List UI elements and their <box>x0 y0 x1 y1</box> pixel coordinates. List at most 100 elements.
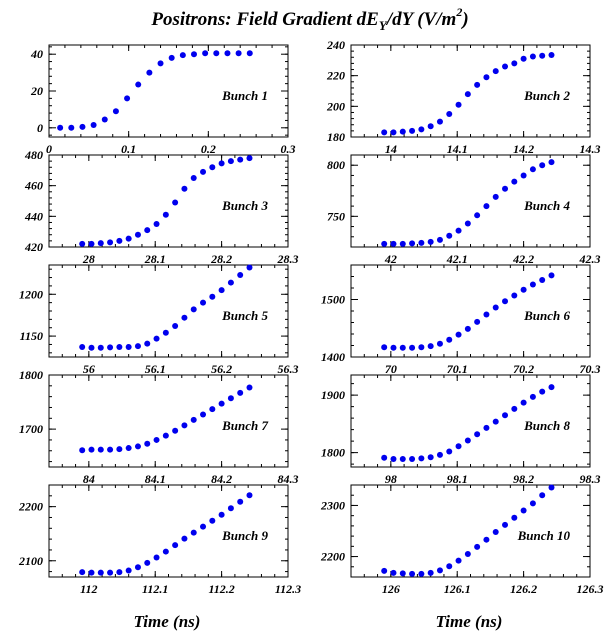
panel-10-point <box>399 570 406 577</box>
panel-1: 0 0.1 0.2 0.3 0 20 40 Bunch 1 <box>30 44 296 156</box>
panel-7-point <box>227 395 234 402</box>
panel-1-point <box>68 124 75 131</box>
panel-7-point <box>190 416 197 423</box>
panel-3-point <box>107 239 114 246</box>
panel-7-label: Bunch 7 <box>221 418 268 433</box>
panel-2-point <box>539 52 546 59</box>
panel-10-point <box>381 567 388 574</box>
panel-4-xtick-label: 42 <box>384 252 397 266</box>
panel-3-point <box>227 158 234 165</box>
panel-8-point <box>520 399 527 406</box>
panel-8-point <box>483 424 490 431</box>
panel-1-point <box>202 50 209 57</box>
panel-2-point <box>548 51 555 58</box>
panel-6-point <box>539 276 546 283</box>
panel-4-ytick-label: 750 <box>327 209 345 223</box>
panel-7-xtick-label: 84.3 <box>278 472 299 486</box>
panel-8-label: Bunch 8 <box>523 418 570 433</box>
panel-7-xtick-label: 84 <box>83 472 95 486</box>
panel-5-point <box>237 272 244 279</box>
panel-6-point <box>418 344 425 351</box>
panel-8-ytick-label: 1800 <box>321 446 345 460</box>
panel-8-ytick-label: 1900 <box>321 388 345 402</box>
panel-6: 70 70.1 70.2 70.3 1400 1500 Bunch 6 <box>321 264 601 376</box>
panel-4-point <box>436 236 443 243</box>
panel-8: 98 98.1 98.2 98.3 1800 1900 Bunch 8 <box>321 374 601 486</box>
panel-9-xtick-label: 112.2 <box>208 582 234 596</box>
panel-9-point <box>79 569 86 576</box>
panel-9-point <box>125 567 132 574</box>
panel-6-point <box>529 281 536 288</box>
panel-6-xtick-label: 70.2 <box>513 362 534 376</box>
panel-4-point <box>502 185 509 192</box>
panel-3-point <box>97 240 104 247</box>
panel-1-point <box>224 50 231 57</box>
panel-6-point <box>464 325 471 332</box>
panel-1-ytick-label: 20 <box>30 84 43 98</box>
panel-2-point <box>436 118 443 125</box>
panel-10-point <box>409 570 416 577</box>
panel-2-point <box>409 127 416 134</box>
panel-7-point <box>172 427 179 434</box>
panel-9-point <box>97 569 104 576</box>
panel-9-point <box>153 554 160 561</box>
panel-10-point <box>511 514 518 521</box>
panel-8-point <box>529 393 536 400</box>
panel-2-point <box>529 53 536 60</box>
panel-6-point <box>520 286 527 293</box>
panel-10-point <box>529 500 536 507</box>
panel-6-xtick-label: 70.3 <box>580 362 601 376</box>
panel-5-point <box>88 344 95 351</box>
panel-9-point <box>172 542 179 549</box>
panel-5-point <box>246 264 253 271</box>
panel-9-xtick-label: 112 <box>80 582 97 596</box>
panel-1-point <box>235 50 242 57</box>
panel-7-point <box>88 446 95 453</box>
panel-10-xtick-label: 126.2 <box>510 582 537 596</box>
panel-8-point <box>492 418 499 425</box>
panel-3-point <box>209 164 216 171</box>
panel-8-xtick-label: 98.2 <box>513 472 534 486</box>
panel-8-xtick-label: 98 <box>385 472 397 486</box>
panel-9-point <box>162 548 169 555</box>
panel-8-point <box>455 443 462 450</box>
panel-6-point <box>502 298 509 305</box>
panel-10-point <box>390 569 397 576</box>
panel-3-point <box>237 156 244 163</box>
panel-5-point <box>227 279 234 286</box>
panel-1-point <box>79 123 86 130</box>
panel-2-ytick-label: 240 <box>326 38 345 52</box>
panel-8-point <box>548 384 555 391</box>
panel-7-ytick-label: 1700 <box>19 422 43 436</box>
panel-8-point <box>511 405 518 412</box>
panel-10-point <box>502 521 509 528</box>
panel-7-point <box>144 440 151 447</box>
panel-2-xtick-label: 14.3 <box>580 142 601 156</box>
panel-1-point <box>213 50 220 57</box>
panel-4-point <box>427 238 434 245</box>
panel-3-point <box>246 155 253 162</box>
panel-7-xtick-label: 84.1 <box>145 472 166 486</box>
panel-2-label: Bunch 2 <box>523 88 570 103</box>
panel-3: 28 28.1 28.2 28.3 420 440 460 480 Bunch 3 <box>24 148 299 266</box>
panel-6-point <box>474 318 481 325</box>
panel-6-point <box>446 336 453 343</box>
panel-3-point <box>181 185 188 192</box>
panel-5-point <box>144 340 151 347</box>
panel-4-point <box>409 240 416 247</box>
panel-2-point <box>502 63 509 70</box>
panel-10-xtick-label: 126.3 <box>577 582 604 596</box>
panel-10-point <box>474 543 481 550</box>
panel-3-point <box>218 160 225 167</box>
panel-10-ytick-label: 2300 <box>320 498 345 512</box>
panel-5-point <box>209 293 216 300</box>
panel-3-xtick-label: 28.3 <box>277 252 299 266</box>
panel-6-ytick-label: 1400 <box>321 350 345 364</box>
panel-10-ytick-label: 2200 <box>320 550 345 564</box>
panel-6-point <box>483 311 490 318</box>
panel-8-xtick-label: 98.1 <box>447 472 468 486</box>
panel-5-point <box>79 343 86 350</box>
panel-4-xtick-label: 42.1 <box>446 252 468 266</box>
panel-3-point <box>125 235 132 242</box>
panels: 0 0.1 0.2 0.3 0 20 40 Bunch 1 14 14.1 14.2 14.3 180 2… <box>18 38 604 596</box>
